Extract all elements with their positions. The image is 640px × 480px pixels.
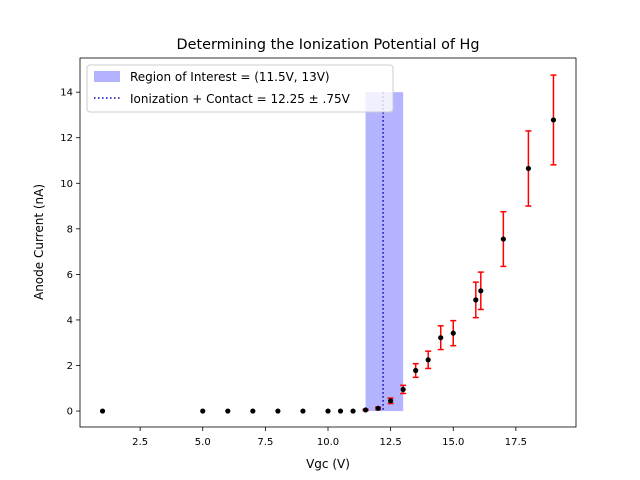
data-point	[350, 408, 356, 414]
data-point	[500, 236, 506, 242]
x-tick-label: 15.0	[442, 437, 464, 448]
legend-region-swatch	[94, 71, 120, 82]
x-tick-label: 17.5	[505, 437, 527, 448]
data-point	[225, 408, 231, 414]
axes-frame	[79, 57, 577, 428]
data-point	[200, 408, 206, 414]
data-point	[525, 165, 532, 172]
data-point	[478, 288, 484, 294]
x-tick-label: 12.5	[379, 437, 401, 448]
data-point	[413, 367, 419, 374]
legend-vline-label: Ionization + Contact = 12.25 ± .75V	[130, 92, 351, 106]
data-point	[400, 386, 406, 393]
data-point	[438, 335, 444, 341]
x-tick-label: 5.0	[195, 437, 211, 448]
legend-region-label: Region of Interest = (11.5V, 13V)	[130, 70, 330, 84]
data-point	[275, 408, 281, 414]
legend: Region of Interest = (11.5V, 13V) Ioniza…	[86, 64, 394, 113]
chart-title: Determining the Ionization Potential of …	[177, 37, 480, 53]
y-tick-label: 14	[60, 88, 73, 99]
y-tick-label: 6	[67, 270, 73, 281]
y-axis-ticks: 0 2 4 6 8 10 12 14	[60, 88, 80, 418]
data-point	[550, 117, 557, 123]
y-tick-label: 0	[67, 407, 73, 418]
y-axis-label: Anode Current (nA)	[32, 184, 46, 300]
y-tick-label: 4	[67, 315, 73, 326]
y-tick-label: 2	[67, 361, 73, 372]
data-point	[325, 408, 331, 414]
x-axis-label: Vgc (V)	[306, 457, 350, 471]
plot-area	[79, 57, 577, 428]
region-of-interest	[365, 92, 404, 412]
data-point	[337, 408, 344, 414]
y-tick-label: 8	[67, 224, 73, 235]
data-point	[450, 330, 456, 336]
data-point	[362, 407, 369, 413]
x-axis-ticks: 2.5 5.0 7.5 10.0 12.5 15.0 17.5	[132, 427, 527, 448]
legend-box	[86, 64, 394, 113]
data-point	[99, 408, 106, 414]
data-point	[375, 405, 381, 411]
data-point	[388, 398, 394, 404]
y-tick-label: 12	[60, 133, 73, 144]
x-tick-label: 10.0	[317, 437, 339, 448]
data-point	[300, 408, 306, 414]
data-point	[250, 408, 256, 414]
data-point	[473, 297, 479, 303]
y-tick-label: 10	[60, 179, 73, 190]
x-tick-label: 7.5	[257, 437, 273, 448]
data-point	[425, 357, 431, 363]
x-tick-label: 2.5	[132, 437, 148, 448]
